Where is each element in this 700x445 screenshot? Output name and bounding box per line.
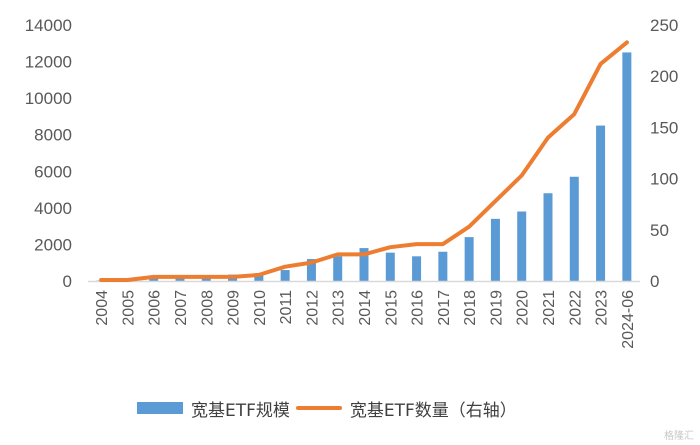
bar [254, 273, 264, 281]
right-axis-tick: 100 [650, 170, 678, 189]
x-axis-tick: 2013 [331, 290, 348, 326]
left-axis-tick: 2000 [34, 235, 72, 254]
bar [517, 211, 527, 281]
x-axis-tick: 2010 [252, 290, 269, 326]
bar [596, 125, 606, 281]
right-axis-tick: 200 [650, 67, 678, 86]
x-axis-tick: 2008 [199, 290, 216, 326]
legend-label-scale: 宽基ETF规模 [191, 400, 290, 421]
x-axis-tick: 2017 [436, 290, 453, 326]
legend-line-swatch-icon [295, 406, 342, 410]
legend: 宽基ETF规模 宽基ETF数量（右轴） [137, 396, 523, 421]
x-axis-tick: 2015 [383, 290, 400, 326]
left-axis-tick: 12000 [25, 53, 72, 72]
legend-item-scale: 宽基ETF规模 [137, 396, 290, 421]
right-axis-tick: 0 [650, 272, 659, 291]
bar [385, 252, 395, 281]
x-axis-tick: 2018 [462, 290, 479, 326]
x-axis-tick: 2021 [541, 290, 558, 326]
left-axis-tick: 4000 [34, 199, 72, 218]
bar [569, 176, 579, 281]
bar [149, 278, 159, 281]
legend-bar-swatch-icon [137, 402, 183, 414]
bar [622, 52, 632, 281]
bar [280, 270, 290, 281]
legend-label-count: 宽基ETF数量（右轴） [349, 400, 517, 421]
x-axis-tick: 2005 [120, 290, 137, 326]
bar [438, 251, 448, 281]
x-axis-tick: 2024-06 [620, 290, 637, 349]
bar [175, 277, 185, 281]
bar [543, 193, 553, 281]
x-axis-tick: 2014 [357, 290, 374, 326]
x-axis-tick: 2006 [147, 290, 164, 326]
left-axis-tick: 8000 [34, 126, 72, 145]
x-axis-tick: 2019 [488, 290, 505, 326]
x-axis-tick: 2012 [304, 290, 321, 326]
x-axis-tick: 2020 [515, 290, 532, 326]
right-axis-tick: 150 [650, 118, 678, 137]
right-axis-tick: 250 [650, 16, 678, 35]
bar [201, 277, 211, 281]
bar [464, 237, 474, 281]
x-axis-tick: 2011 [278, 290, 295, 325]
left-axis-tick: 0 [63, 272, 72, 291]
x-axis-tick: 2009 [226, 290, 243, 326]
left-axis-tick: 14000 [25, 16, 72, 35]
bar [490, 218, 500, 281]
bar [333, 256, 343, 281]
count-line [99, 40, 629, 282]
x-axis-tick: 2023 [594, 290, 611, 326]
bar [412, 256, 422, 281]
legend-item-count: 宽基ETF数量（右轴） [295, 396, 517, 421]
right-axis-tick: 50 [650, 221, 669, 240]
left-axis-tick: 6000 [34, 162, 72, 181]
bar [306, 259, 316, 281]
left-axis-tick: 10000 [25, 89, 72, 108]
x-axis-tick: 2007 [173, 290, 190, 326]
bar [359, 248, 369, 281]
chart-area: 0 2000 4000 6000 8000 10000 12000 14000 0 50 100 15… [25, 16, 679, 349]
x-axis-tick: 2016 [410, 290, 427, 326]
x-axis-tick: 2022 [567, 290, 584, 326]
x-axis-tick: 2004 [94, 290, 111, 326]
watermark-logo: 格隆汇 [664, 431, 694, 442]
